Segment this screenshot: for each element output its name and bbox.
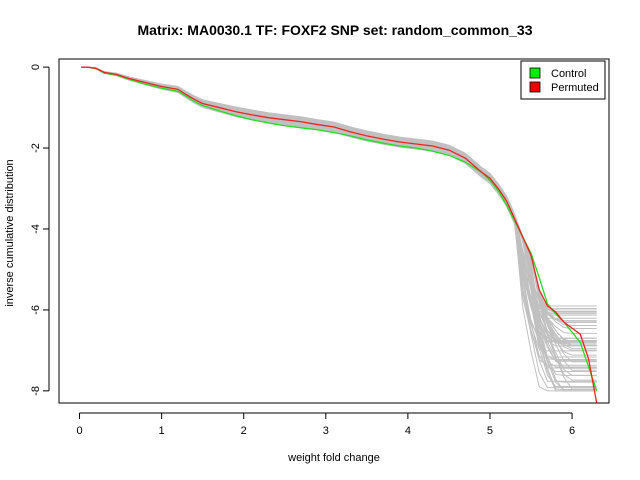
- x-tick-label: 3: [323, 425, 329, 437]
- background-line: [81, 66, 597, 369]
- legend-label-permuted: Permuted: [551, 82, 599, 94]
- background-line: [81, 66, 597, 342]
- x-tick-label: 2: [241, 425, 247, 437]
- background-line: [81, 66, 597, 343]
- series-lines: [81, 66, 598, 404]
- background-line: [81, 66, 597, 343]
- y-tick-label: -2: [30, 143, 42, 153]
- x-tick-label: 0: [76, 425, 82, 437]
- background-line: [81, 66, 597, 347]
- axes: 0 1 2 3 4 5 6 0 -2 -4 -6 -8: [30, 58, 610, 437]
- background-line: [81, 66, 597, 307]
- background-line: [81, 66, 597, 323]
- background-line: [81, 66, 597, 371]
- background-line: [81, 66, 597, 358]
- background-line: [81, 66, 597, 391]
- background-line: [81, 66, 597, 346]
- background-line: [81, 66, 597, 342]
- background-line: [81, 66, 597, 343]
- series-line-permuted: [81, 66, 598, 404]
- background-line: [81, 66, 597, 344]
- background-line: [81, 66, 597, 362]
- background-line: [81, 66, 597, 349]
- legend-swatch-permuted: [529, 81, 541, 93]
- background-line: [81, 66, 597, 322]
- legend: Control Permuted: [520, 60, 606, 100]
- x-tick-label: 5: [487, 425, 493, 437]
- background-line: [81, 66, 597, 368]
- series-line-control: [81, 66, 598, 392]
- chart-title: Matrix: MA0030.1 TF: FOXF2 SNP set: rand…: [138, 22, 533, 38]
- background-line: [81, 66, 597, 346]
- background-line: [81, 66, 597, 369]
- background-line: [81, 66, 597, 382]
- background-line: [81, 66, 597, 352]
- plot-frame: [58, 58, 610, 404]
- background-line: [81, 66, 597, 339]
- background-line: [81, 66, 597, 319]
- legend-swatch-control: [529, 67, 541, 79]
- x-tick-label: 4: [405, 425, 411, 437]
- background-line: [81, 66, 597, 361]
- background-line: [81, 66, 597, 329]
- background-line: [81, 66, 597, 361]
- y-tick-label: 0: [30, 64, 42, 70]
- legend-label-control: Control: [551, 68, 586, 80]
- background-line: [81, 66, 597, 323]
- y-tick-label: -8: [30, 386, 42, 396]
- background-line: [81, 66, 597, 343]
- legend-box: [520, 60, 606, 100]
- x-tick-label: 1: [159, 425, 165, 437]
- background-line: [81, 66, 597, 366]
- x-axis-label: weight fold change: [287, 452, 380, 464]
- background-line: [81, 66, 597, 342]
- background-line: [81, 66, 597, 373]
- y-tick-label: -4: [30, 224, 42, 234]
- y-tick-label: -6: [30, 305, 42, 315]
- background-line: [81, 66, 597, 339]
- background-line: [81, 66, 597, 347]
- background-line: [81, 66, 597, 342]
- background-line: [81, 66, 597, 351]
- background-line: [81, 66, 597, 376]
- background-line: [81, 66, 597, 326]
- background-line: [81, 66, 597, 368]
- background-line: [81, 66, 597, 356]
- background-line: [81, 66, 597, 381]
- x-tick-label: 6: [569, 425, 575, 437]
- background-line: [81, 66, 597, 316]
- background-line: [81, 66, 597, 363]
- background-line: [81, 66, 597, 334]
- y-axis-label: inverse cumulative distribution: [4, 159, 16, 306]
- background-line: [81, 66, 597, 383]
- background-line: [81, 66, 597, 376]
